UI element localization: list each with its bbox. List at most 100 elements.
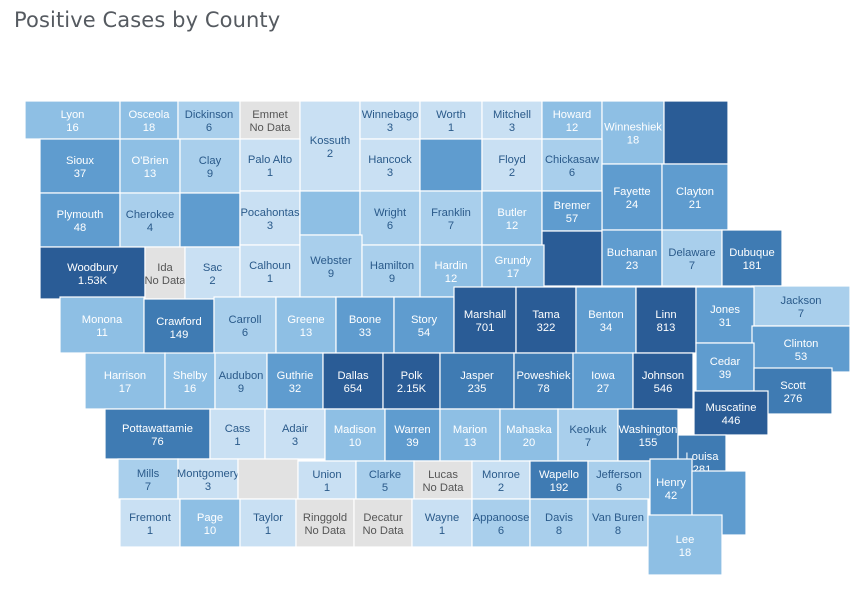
- county-shape[interactable]: [411, 498, 473, 548]
- county-shape[interactable]: [481, 100, 543, 140]
- county-shape[interactable]: [382, 352, 441, 410]
- county-shape[interactable]: [513, 352, 574, 410]
- county-shape[interactable]: [179, 138, 241, 194]
- county-shape[interactable]: [481, 190, 543, 246]
- county-cerro-gordo[interactable]: Cerro Gordo: [419, 138, 483, 192]
- county-shape[interactable]: [24, 100, 121, 140]
- county-shape[interactable]: [529, 460, 589, 500]
- county-shape[interactable]: [119, 138, 181, 194]
- county-shape[interactable]: [104, 408, 211, 460]
- county-shape[interactable]: [575, 286, 637, 354]
- county-shape[interactable]: [413, 460, 473, 500]
- county-shape[interactable]: [557, 408, 619, 462]
- county-shape[interactable]: [471, 460, 531, 500]
- county-shape[interactable]: [322, 352, 384, 410]
- county-shape[interactable]: [239, 138, 301, 192]
- county-shape[interactable]: [481, 138, 543, 192]
- county-shape[interactable]: [164, 352, 216, 410]
- county-allamakee[interactable]: Allamakee: [663, 100, 729, 165]
- county-shape[interactable]: [266, 352, 324, 410]
- county-shape[interactable]: [214, 352, 268, 410]
- county-shape[interactable]: [144, 246, 186, 300]
- county-shape[interactable]: [541, 230, 603, 287]
- county-shape[interactable]: [541, 100, 603, 140]
- county-shape[interactable]: [419, 190, 483, 246]
- county-shape[interactable]: [213, 296, 277, 354]
- county-shape[interactable]: [359, 190, 421, 246]
- county-shape[interactable]: [359, 138, 421, 192]
- county-shape[interactable]: [177, 100, 241, 140]
- county-shape[interactable]: [179, 192, 241, 248]
- county-shape[interactable]: [481, 244, 545, 288]
- county-shape[interactable]: [39, 246, 146, 300]
- county-shape[interactable]: [419, 138, 483, 192]
- county-black-hawk[interactable]: Black Hawk: [541, 230, 603, 287]
- county-shape[interactable]: [601, 163, 663, 231]
- county-buena-vista[interactable]: Buena Vista: [179, 192, 241, 248]
- county-shape[interactable]: [119, 100, 179, 140]
- county-shape[interactable]: [663, 100, 729, 165]
- county-shape[interactable]: [572, 352, 634, 410]
- county-shape[interactable]: [299, 190, 361, 236]
- county-shape[interactable]: [335, 296, 395, 354]
- county-shape[interactable]: [541, 190, 603, 232]
- county-shape[interactable]: [117, 458, 179, 500]
- county-shape[interactable]: [324, 408, 386, 462]
- county-shape[interactable]: [721, 229, 783, 287]
